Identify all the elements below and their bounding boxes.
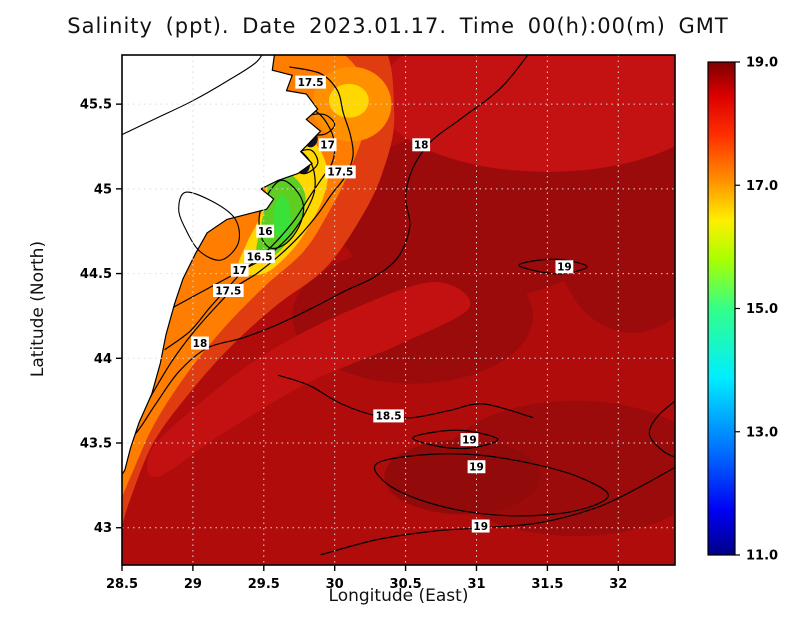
bright-band-mid — [146, 281, 471, 478]
colorbar: 19.0 17.0 15.0 13.0 11.0 — [707, 56, 778, 564]
lagoon-outline — [178, 191, 241, 261]
contour-label: 17.5 — [298, 77, 324, 89]
contour-label: 17 — [320, 140, 335, 152]
contour-label-box — [230, 263, 249, 277]
contour-19 — [412, 429, 499, 450]
contour-19 — [648, 400, 675, 458]
contour-label: 16 — [258, 226, 273, 238]
colorbar-tick-label: 17.0 — [746, 179, 778, 194]
contour-label-box — [295, 75, 326, 89]
colorbar-tick-label: 19.0 — [746, 56, 778, 71]
x-tick-label: 30.5 — [390, 577, 422, 592]
dark-patch-4 — [384, 439, 541, 515]
contour-label: 19 — [469, 462, 484, 474]
grid — [122, 55, 675, 565]
contour-label-box — [256, 224, 275, 238]
bright-green-sliver — [273, 195, 291, 240]
contour-17 — [164, 103, 336, 351]
x-tick-label: 31.5 — [531, 577, 563, 592]
contour-19 — [518, 258, 588, 275]
colorbar-tick-label: 15.0 — [746, 302, 778, 317]
x-tick-label: 29 — [184, 577, 202, 592]
contour-label-box — [325, 165, 356, 179]
x-tick-label: 30 — [326, 577, 344, 592]
y-tick-label: 45 — [94, 182, 112, 197]
land-mass — [122, 55, 322, 476]
contour-label: 19 — [473, 521, 488, 533]
contour-label: 18 — [193, 338, 208, 350]
contour-label: 17 — [232, 265, 247, 277]
y-tick-label: 44 — [94, 352, 112, 367]
contour-17.5 — [122, 66, 354, 440]
axes: 28.5 29 29.5 30 30.5 31 31.5 32 45.5 45 44.5 44 43.5… — [80, 54, 676, 592]
colorbar-gradient — [707, 61, 736, 556]
contour-label: 17.5 — [327, 167, 353, 179]
contour-label: 19 — [462, 434, 477, 446]
contour-label-box — [555, 260, 574, 274]
x-axis-label: Longitude (East) — [328, 586, 469, 606]
y-tick-label: 44.5 — [80, 267, 112, 282]
contour-label-box — [244, 250, 275, 264]
colorbar-tick-label: 11.0 — [746, 549, 778, 564]
contour-label: 17.5 — [215, 285, 241, 297]
contour-19 — [373, 453, 609, 517]
contour-label-box — [213, 284, 244, 298]
contour-label: 18 — [414, 140, 429, 152]
contour-label-box — [191, 336, 209, 350]
x-tick-label: 31 — [467, 577, 485, 592]
land-lines — [122, 55, 263, 261]
plot-border — [121, 54, 676, 566]
contour-label-box — [467, 460, 486, 474]
contour-18 — [122, 55, 529, 447]
colorbar-tick-label: 13.0 — [746, 425, 778, 440]
x-tick-label: 32 — [609, 577, 627, 592]
contour-label: 19 — [557, 262, 572, 274]
contour-label: 16.5 — [247, 251, 273, 263]
contour-lines — [122, 55, 675, 556]
y-tick-label: 45.5 — [80, 98, 112, 113]
contour-label: 18.5 — [376, 411, 402, 423]
x-tick-label: 29.5 — [248, 577, 280, 592]
x-tick-label: 28.5 — [106, 577, 138, 592]
contour-label-box — [318, 138, 337, 152]
contour-label-box — [373, 409, 404, 423]
contour-19 — [320, 466, 675, 556]
bright-band-ne — [377, 55, 675, 172]
inland-boundary-line — [122, 55, 263, 136]
dark-patch-5 — [554, 129, 675, 333]
plot-title: Salinity (ppt). Date 2023.01.17. Time 00… — [67, 14, 729, 38]
y-tick-label: 43 — [94, 521, 112, 536]
contour-label-box — [412, 138, 431, 152]
y-tick-label: 43.5 — [80, 437, 112, 452]
contour-label-box — [460, 433, 479, 447]
contour-label-box — [471, 519, 490, 533]
